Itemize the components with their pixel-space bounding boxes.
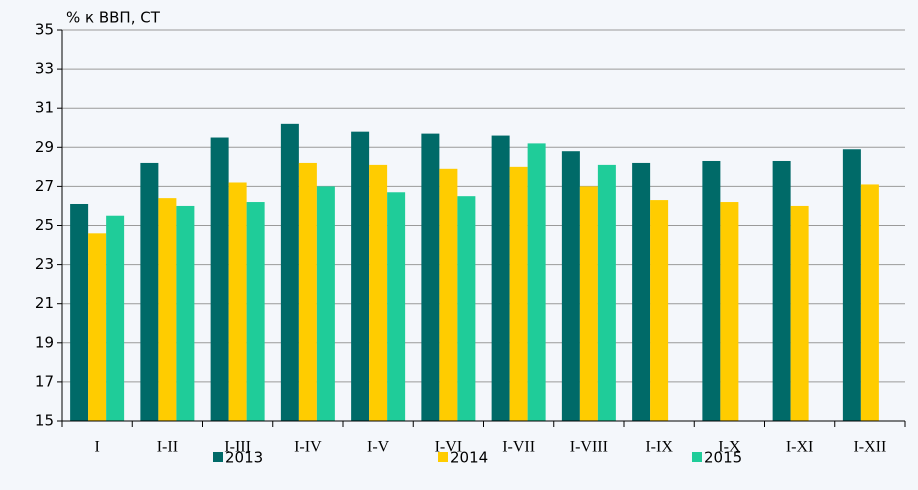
bar	[597, 164, 616, 421]
bar	[246, 202, 265, 421]
x-tick-label: I-XII	[853, 439, 886, 456]
bar	[298, 162, 317, 421]
bar	[702, 160, 721, 422]
bar	[842, 149, 861, 421]
y-tick-label: 31	[35, 99, 54, 117]
bar	[280, 123, 299, 421]
bar	[351, 131, 370, 421]
bar	[70, 203, 89, 421]
bar	[509, 166, 528, 421]
bar	[369, 164, 388, 421]
x-tick-label: I-IX	[645, 439, 673, 456]
x-tick-label: I-IV	[294, 439, 322, 456]
legend-swatch	[692, 452, 702, 462]
bar	[106, 215, 125, 421]
x-tick-label: I-XI	[786, 439, 814, 456]
bar	[632, 162, 651, 421]
bar	[491, 135, 510, 421]
legend-swatch	[213, 452, 223, 462]
y-axis-label: % к ВВП, СТ	[66, 9, 161, 27]
bar	[790, 205, 809, 421]
bar	[228, 182, 247, 421]
x-tick-label: I-VIII	[570, 439, 608, 456]
bar	[561, 151, 580, 421]
y-tick-label: 19	[35, 333, 54, 351]
bar	[421, 133, 440, 422]
y-tick-label: 17	[35, 372, 54, 390]
bar	[176, 205, 195, 421]
y-tick-label: 35	[35, 21, 54, 39]
x-tick-label: I	[94, 439, 99, 456]
legend-label: 2015	[704, 449, 742, 467]
y-tick-label: 29	[35, 138, 54, 156]
bar	[316, 186, 335, 421]
bar	[772, 160, 791, 422]
legend-label: 2013	[225, 449, 263, 467]
y-tick-label: 33	[35, 60, 54, 78]
bar	[527, 143, 546, 421]
bar	[457, 196, 476, 421]
bar	[650, 200, 669, 421]
bar	[720, 202, 739, 421]
bar	[439, 168, 458, 421]
bar	[579, 186, 598, 421]
bar	[860, 184, 879, 421]
y-tick-label: 23	[35, 255, 54, 273]
x-tick-label: I-VI	[435, 439, 463, 456]
x-tick-label: I-II	[157, 439, 178, 456]
x-tick-label: I-V	[367, 439, 390, 456]
bar	[210, 137, 229, 421]
y-tick-label: 15	[35, 412, 54, 430]
y-tick-label: 27	[35, 177, 54, 195]
y-tick-label: 21	[35, 294, 54, 312]
bar	[140, 162, 159, 421]
legend-swatch	[438, 452, 448, 462]
bar	[88, 233, 107, 421]
x-tick-label: I-VII	[502, 439, 535, 456]
x-tick-label: I-X	[718, 439, 741, 456]
y-tick-label: 25	[35, 216, 54, 234]
bar	[158, 198, 177, 421]
x-tick-label: I-III	[224, 439, 251, 456]
legend-label: 2014	[450, 449, 488, 467]
bar	[387, 192, 406, 421]
